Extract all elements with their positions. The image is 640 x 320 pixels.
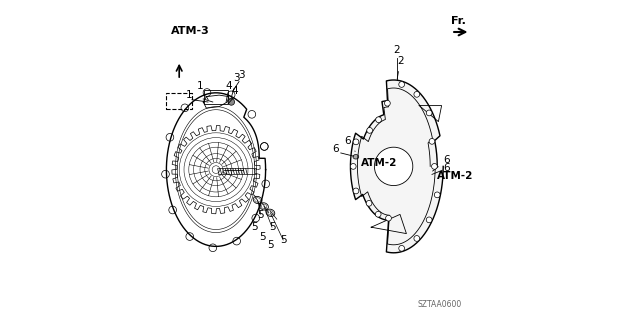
Text: 3: 3 [238,70,245,80]
Text: 6: 6 [344,136,355,151]
Circle shape [399,82,404,87]
Text: 4: 4 [226,81,232,102]
Circle shape [353,139,359,145]
Circle shape [399,245,404,251]
Text: 5: 5 [259,232,266,242]
Text: 5: 5 [257,210,264,220]
Polygon shape [351,80,443,253]
Text: 5: 5 [269,222,275,232]
Text: ATM-2: ATM-2 [437,171,473,181]
Circle shape [426,217,432,223]
Text: ATM-2: ATM-2 [361,158,397,168]
Text: Fr.: Fr. [451,16,466,26]
Circle shape [429,139,435,144]
Text: 5: 5 [251,222,258,232]
Circle shape [228,99,234,105]
Circle shape [366,200,372,206]
Circle shape [426,110,432,116]
Circle shape [374,147,413,186]
Text: 1: 1 [186,90,192,100]
Ellipse shape [353,155,359,159]
Circle shape [376,117,381,123]
Text: 6: 6 [443,163,450,173]
Text: 6: 6 [333,144,339,154]
Text: SZTAA0600: SZTAA0600 [418,300,462,309]
Circle shape [375,212,381,217]
Circle shape [435,192,440,198]
Circle shape [431,164,437,169]
Circle shape [385,100,390,106]
Circle shape [353,188,359,194]
Circle shape [386,215,392,221]
Circle shape [350,164,356,169]
Text: 6: 6 [433,155,450,171]
Text: 5: 5 [267,240,274,250]
Circle shape [414,92,420,97]
Circle shape [367,127,372,133]
Text: 1: 1 [197,81,208,100]
Text: ATM-3: ATM-3 [172,26,210,36]
Text: 2: 2 [394,45,400,55]
Circle shape [414,236,420,241]
Text: 2: 2 [397,56,403,79]
Text: 3: 3 [231,73,240,98]
Text: 5: 5 [280,235,287,245]
Text: 4: 4 [232,86,239,96]
